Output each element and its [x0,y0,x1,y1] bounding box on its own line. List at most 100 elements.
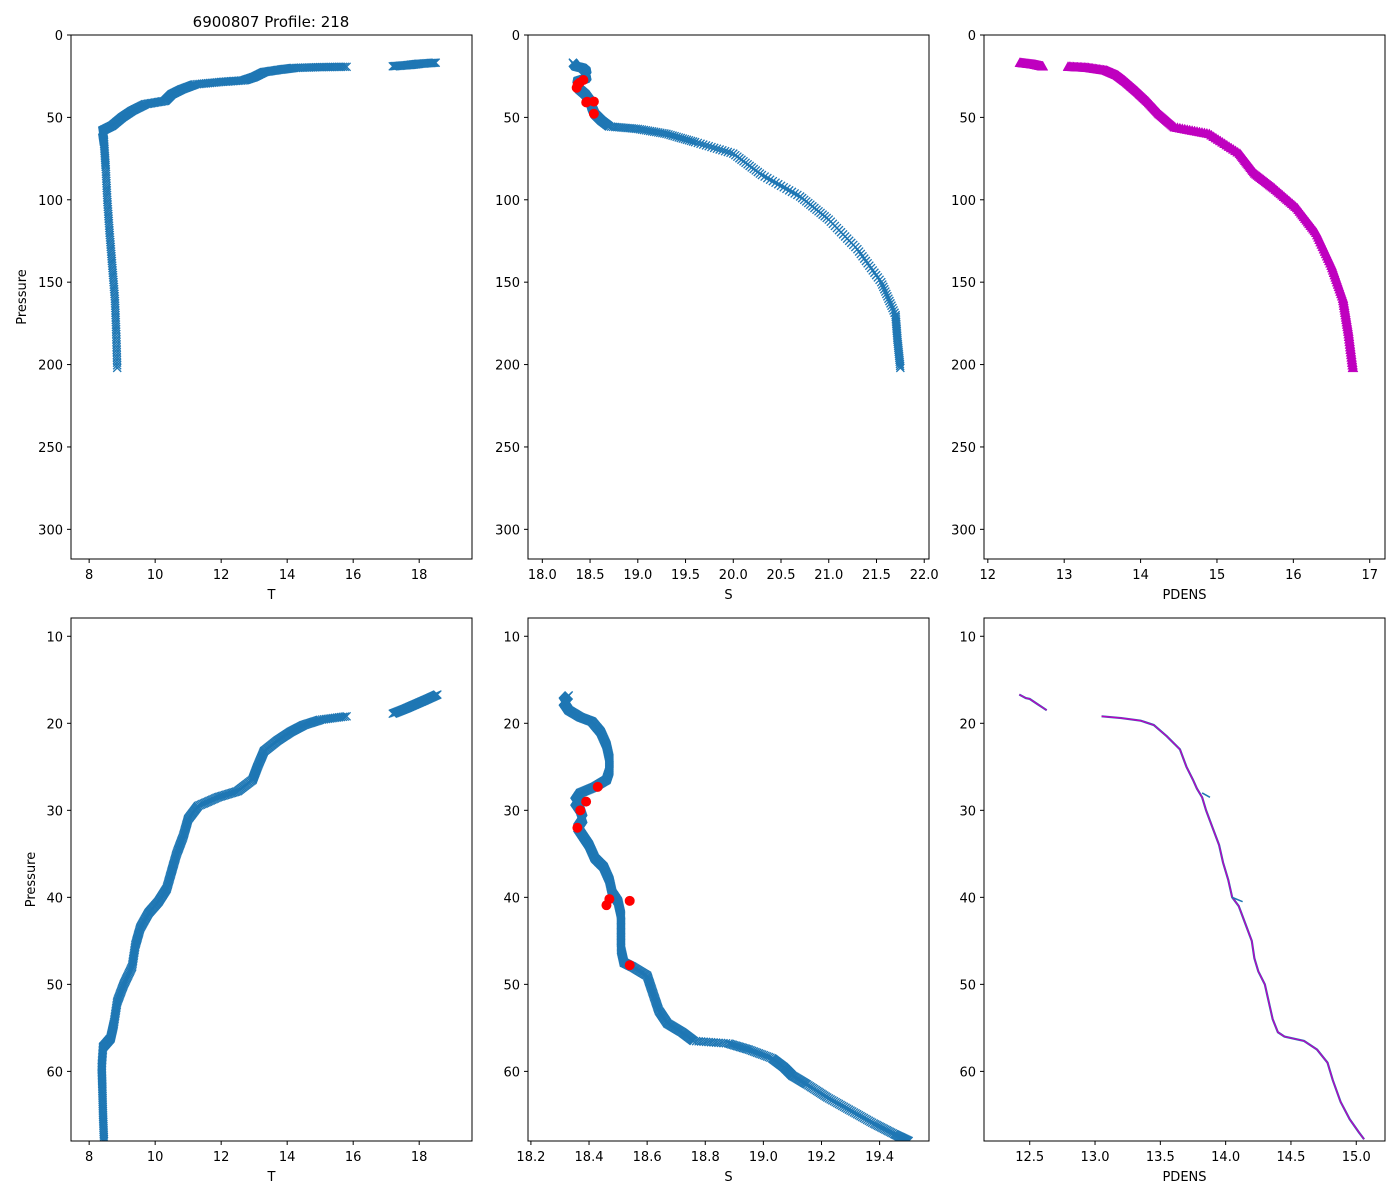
series-line-overlay [1201,792,1211,798]
chart-sal_full: 18.0 18.5 19.0 19.5 20.0 20.5 21.0 21.5 22.0 0 50 1… [495,29,939,603]
flagged-point [581,796,592,807]
data-point [720,146,730,156]
data-point [889,305,898,315]
y-tick-label: 100 [951,194,976,209]
axes-frame [70,34,473,560]
data-point [878,282,888,292]
y-tick-label: 300 [951,523,976,538]
y-tick-label: 30 [46,804,63,819]
x-tick-label: 20.0 [719,568,748,583]
data-point [712,144,722,154]
flagged-point [571,82,582,93]
data-point [742,1044,752,1054]
flagged-point [575,805,586,816]
x-tick-label: 15.0 [1342,1150,1371,1165]
x-tick-label: 12.5 [1015,1150,1044,1165]
x-tick-label: 17 [1361,568,1378,583]
y-tick-label: 0 [968,29,976,44]
x-tick-label: 18.2 [516,1150,545,1165]
x-tick-label: 8 [85,568,93,583]
x-tick-label: 21.0 [814,568,843,583]
data-point [690,137,700,147]
y-tick-label: 50 [959,111,976,126]
x-tick-label: 19.0 [623,568,652,583]
x-tick-label: 20.5 [767,568,796,583]
flagged-point [624,960,635,971]
x-tick-label: 18.4 [575,1150,604,1165]
chart-sal_zoom: 18.2 18.4 18.6 18.8 19.0 19.2 19.4 10 20 30 40 50 60… [503,617,930,1185]
x-tick-label: 12 [980,568,997,583]
y-tick-label: 300 [38,523,63,538]
y-tick-label: 100 [38,194,63,209]
y-tick-label: 0 [55,29,63,44]
y-tick-label: 250 [38,441,63,456]
x-tick-label: 21.5 [862,568,891,583]
data-point [701,140,711,150]
plot-area [1018,693,1365,1140]
data-point [99,1136,109,1141]
x-tick-label: 16 [1285,568,1302,583]
axes-frame [983,617,1386,1142]
y-tick-label: 50 [503,978,520,993]
y-tick-label: 10 [46,630,63,645]
data-point [1347,362,1359,373]
x-tick-label: 19.4 [865,1150,894,1165]
y-tick-label: 0 [512,29,520,44]
x-tick-label: 10 [147,568,164,583]
series-line-overlay [1231,896,1243,903]
data-point [693,138,703,148]
x-tick-label: 22.0 [910,568,939,583]
y-axis-label: Pressure [24,852,39,908]
flagged-point [581,97,592,108]
data-point [895,361,905,371]
data-point [706,142,716,152]
y-tick-label: 200 [38,359,63,374]
y-tick-label: 150 [951,276,976,291]
data-point [391,61,401,71]
y-tick-label: 60 [46,1065,63,1080]
data-point [879,284,889,294]
data-point [388,709,398,719]
axes-frame [527,34,930,560]
x-tick-label: 12 [213,1150,230,1165]
flagged-point [601,900,612,911]
figure-title: 6900807 Profile: 218 [193,13,350,31]
data-point [776,181,786,191]
y-tick-label: 40 [46,891,63,906]
x-tick-label: 16 [345,568,362,583]
data-point [895,363,905,373]
x-axis-label: S [724,588,732,603]
flagged-point [592,781,603,792]
data-point [390,61,400,71]
y-tick-label: 200 [495,359,520,374]
x-tick-label: 19.2 [807,1150,836,1165]
data-point [877,280,887,289]
y-tick-label: 100 [495,194,520,209]
x-tick-label: 14.0 [1211,1150,1240,1165]
data-point [792,190,802,200]
chart-temp_full: 8 10 12 14 16 18 0 50 100 150 200 250 300 T Pressure [15,29,473,603]
y-tick-label: 50 [46,978,63,993]
axes-frame [983,34,1386,560]
series-line [1018,694,1048,711]
data-point [886,298,895,308]
x-tick-label: 13.5 [1146,1150,1175,1165]
data-point [773,179,783,189]
data-point [726,148,736,158]
data-point [779,182,789,192]
data-point [99,1134,109,1141]
x-axis-label: PDENS [1162,1170,1206,1185]
data-point [760,172,770,182]
plot-area [97,58,441,373]
y-tick-label: 20 [503,717,520,732]
y-tick-label: 20 [46,717,63,732]
data-point [112,360,122,370]
y-tick-label: 250 [495,441,520,456]
data-point [883,294,893,304]
data-point [723,147,733,157]
x-tick-label: 10 [147,1150,164,1165]
data-point [709,143,719,153]
x-tick-label: 18 [411,1150,428,1165]
data-point [771,178,781,188]
x-tick-label: 19.5 [671,568,700,583]
